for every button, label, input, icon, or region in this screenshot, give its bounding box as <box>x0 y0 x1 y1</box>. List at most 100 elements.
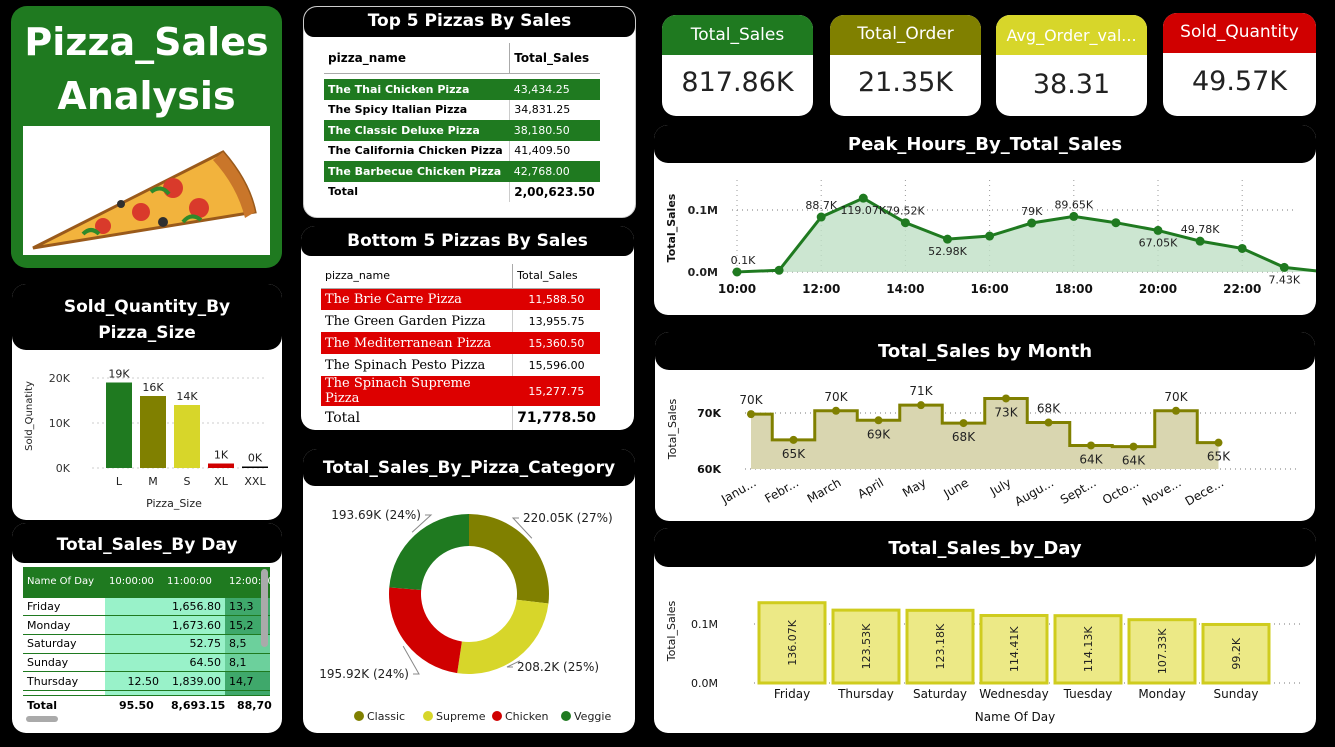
bottom5-header-name[interactable]: pizza_name <box>321 264 514 289</box>
data-label: 79.52K <box>886 205 925 218</box>
data-label: 88.7K <box>805 199 837 212</box>
legend-label: Veggie <box>574 710 611 723</box>
day-cell <box>105 597 163 617</box>
data-point <box>900 218 910 228</box>
data-point <box>985 231 995 241</box>
table-row[interactable]: The Brie Carre Pizza 11,588.50 <box>321 288 600 310</box>
data-point <box>832 406 840 415</box>
day-total-label: Total <box>27 699 58 712</box>
day-cell: 8,5 <box>225 634 270 654</box>
day-cell: 1,673.60 <box>163 615 225 635</box>
legend-marker <box>354 711 364 721</box>
bar <box>1201 622 1271 685</box>
day-cell: 8,1 <box>225 653 270 673</box>
bar <box>979 613 1049 685</box>
day-total-row: Total 95.50 8,693.15 88,70 <box>23 695 272 715</box>
size-chart-title: Sold_Quantity_By Pizza_Size <box>12 284 282 350</box>
table-row[interactable]: The Barbecue Chicken Pizza 42,768.00 <box>324 161 600 182</box>
data-point <box>774 265 784 275</box>
x-tick-label: Sunday <box>1214 687 1259 701</box>
x-tick-label: L <box>116 475 123 488</box>
data-label: 193.69K (24%) <box>331 508 421 522</box>
area-fill <box>737 198 1316 272</box>
kpi-avg-order-value: Avg_Order_val... 38.31 <box>996 15 1147 116</box>
bar <box>831 608 901 685</box>
bar <box>905 608 975 685</box>
bar <box>757 601 827 685</box>
bottom5-row-name: The Spinach Pesto Pizza <box>321 354 514 376</box>
weekday-chart-card: Total_Sales_by_Day 0.0M 0.1M 136.07K Friday… <box>654 528 1316 733</box>
day-cell: Saturday <box>23 634 105 654</box>
vertical-scrollbar[interactable] <box>261 569 268 647</box>
table-row[interactable]: Saturday 52.75 8,5 <box>23 634 270 654</box>
y-tick-label: 60K <box>697 463 721 476</box>
bar <box>174 405 200 468</box>
table-row[interactable]: The Spinach Supreme Pizza 15,277.75 <box>321 376 600 406</box>
dashboard-title-line1: Pizza_Sales <box>24 20 269 64</box>
x-tick-label: Octo... <box>1100 475 1141 507</box>
day-total-c3: 88,70 <box>237 699 272 712</box>
top5-header-value[interactable]: Total_Sales <box>509 43 600 74</box>
table-row[interactable]: Friday 1,656.80 13,3 <box>23 597 270 617</box>
weekday-bar-chart: 0.0M 0.1M 136.07K Friday 123.53K Thursday 123.… <box>665 600 1302 724</box>
data-point <box>1237 243 1247 253</box>
data-label: 114.41K <box>1008 626 1021 672</box>
day-cell: 15,2 <box>225 615 270 635</box>
data-point <box>959 419 968 428</box>
top5-table: pizza_name Total_Sales The Thai Chicken … <box>324 43 600 202</box>
bar <box>242 466 268 468</box>
data-point <box>789 435 798 444</box>
bottom5-row-value: 15,277.75 <box>512 376 600 406</box>
x-tick-label: XL <box>214 475 229 488</box>
table-row[interactable]: The Mediterranean Pizza 15,360.50 <box>321 332 600 354</box>
top5-row-value: 43,434.25 <box>509 79 600 100</box>
table-row[interactable]: The Classic Deluxe Pizza 38,180.50 <box>324 120 600 141</box>
table-row[interactable]: The Spinach Pesto Pizza 15,596.00 <box>321 354 600 376</box>
bottom5-row-value: 11,588.50 <box>512 288 600 310</box>
day-header-col[interactable]: 10:00:00 <box>105 567 163 598</box>
bottom5-row-name: The Brie Carre Pizza <box>321 288 513 310</box>
kpi-avg-order-label: Avg_Order_val... <box>996 15 1147 55</box>
table-row[interactable]: Thursday 12.50 1,839.00 14,7 <box>23 671 270 691</box>
bottom5-title: Bottom 5 Pizzas By Sales <box>301 226 634 256</box>
table-row[interactable]: Monday 1,673.60 15,2 <box>23 615 270 635</box>
data-label: 73K <box>994 405 1018 419</box>
day-header-col[interactable]: 11:00:00 <box>163 567 225 598</box>
title-card: Pizza_Sales Analysis <box>11 6 282 268</box>
table-row[interactable]: The Green Garden Pizza 13,955.75 <box>321 310 600 332</box>
size-chart-title-line1: Sold_Quantity_By <box>63 297 231 317</box>
category-donut-chart: 220.05K (27%) 208.2K (25%) 195.92K (24%) 19… <box>319 508 612 723</box>
top5-total-label: Total <box>324 181 511 202</box>
day-header-name[interactable]: Name Of Day <box>23 567 105 598</box>
table-row[interactable]: The Thai Chicken Pizza 43,434.25 <box>324 79 600 100</box>
top5-row-name: The Thai Chicken Pizza <box>324 79 510 100</box>
x-tick-label: Nove... <box>1140 475 1184 508</box>
y-axis-label: Total_Sales <box>665 193 678 262</box>
top5-header-name[interactable]: pizza_name <box>324 43 511 74</box>
table-row[interactable]: The Spicy Italian Pizza 34,831.25 <box>324 99 600 120</box>
pie-slice <box>469 514 549 604</box>
data-label: 70K <box>739 393 763 407</box>
size-chart-title-line2: Pizza_Size <box>98 323 196 343</box>
x-tick-label: XXL <box>244 475 266 488</box>
data-label: 65K <box>1207 450 1231 464</box>
data-label: 52.98K <box>928 245 967 258</box>
horizontal-scrollbar[interactable] <box>26 716 58 722</box>
data-label: 64K <box>1079 452 1103 466</box>
bar <box>1053 614 1123 685</box>
data-point <box>1087 441 1095 450</box>
day-total-c1: 95.50 <box>119 699 154 712</box>
day-total-c2: 8,693.15 <box>171 699 226 712</box>
x-tick-label: Friday <box>774 687 810 701</box>
data-point <box>858 193 868 203</box>
bottom5-header-value[interactable]: Total_Sales <box>512 264 600 289</box>
table-row[interactable]: Sunday 64.50 8,1 <box>23 653 270 673</box>
data-label: 208.2K (25%) <box>517 660 599 674</box>
kpi-total-order-label: Total_Order <box>830 15 981 55</box>
pizza-image <box>23 126 270 255</box>
legend-marker <box>423 711 433 721</box>
data-label: 67.05K <box>1139 236 1178 249</box>
table-row[interactable]: The California Chicken Pizza 41,409.50 <box>324 140 600 161</box>
x-tick-label: S <box>184 475 191 488</box>
x-tick-label: June <box>940 475 971 501</box>
